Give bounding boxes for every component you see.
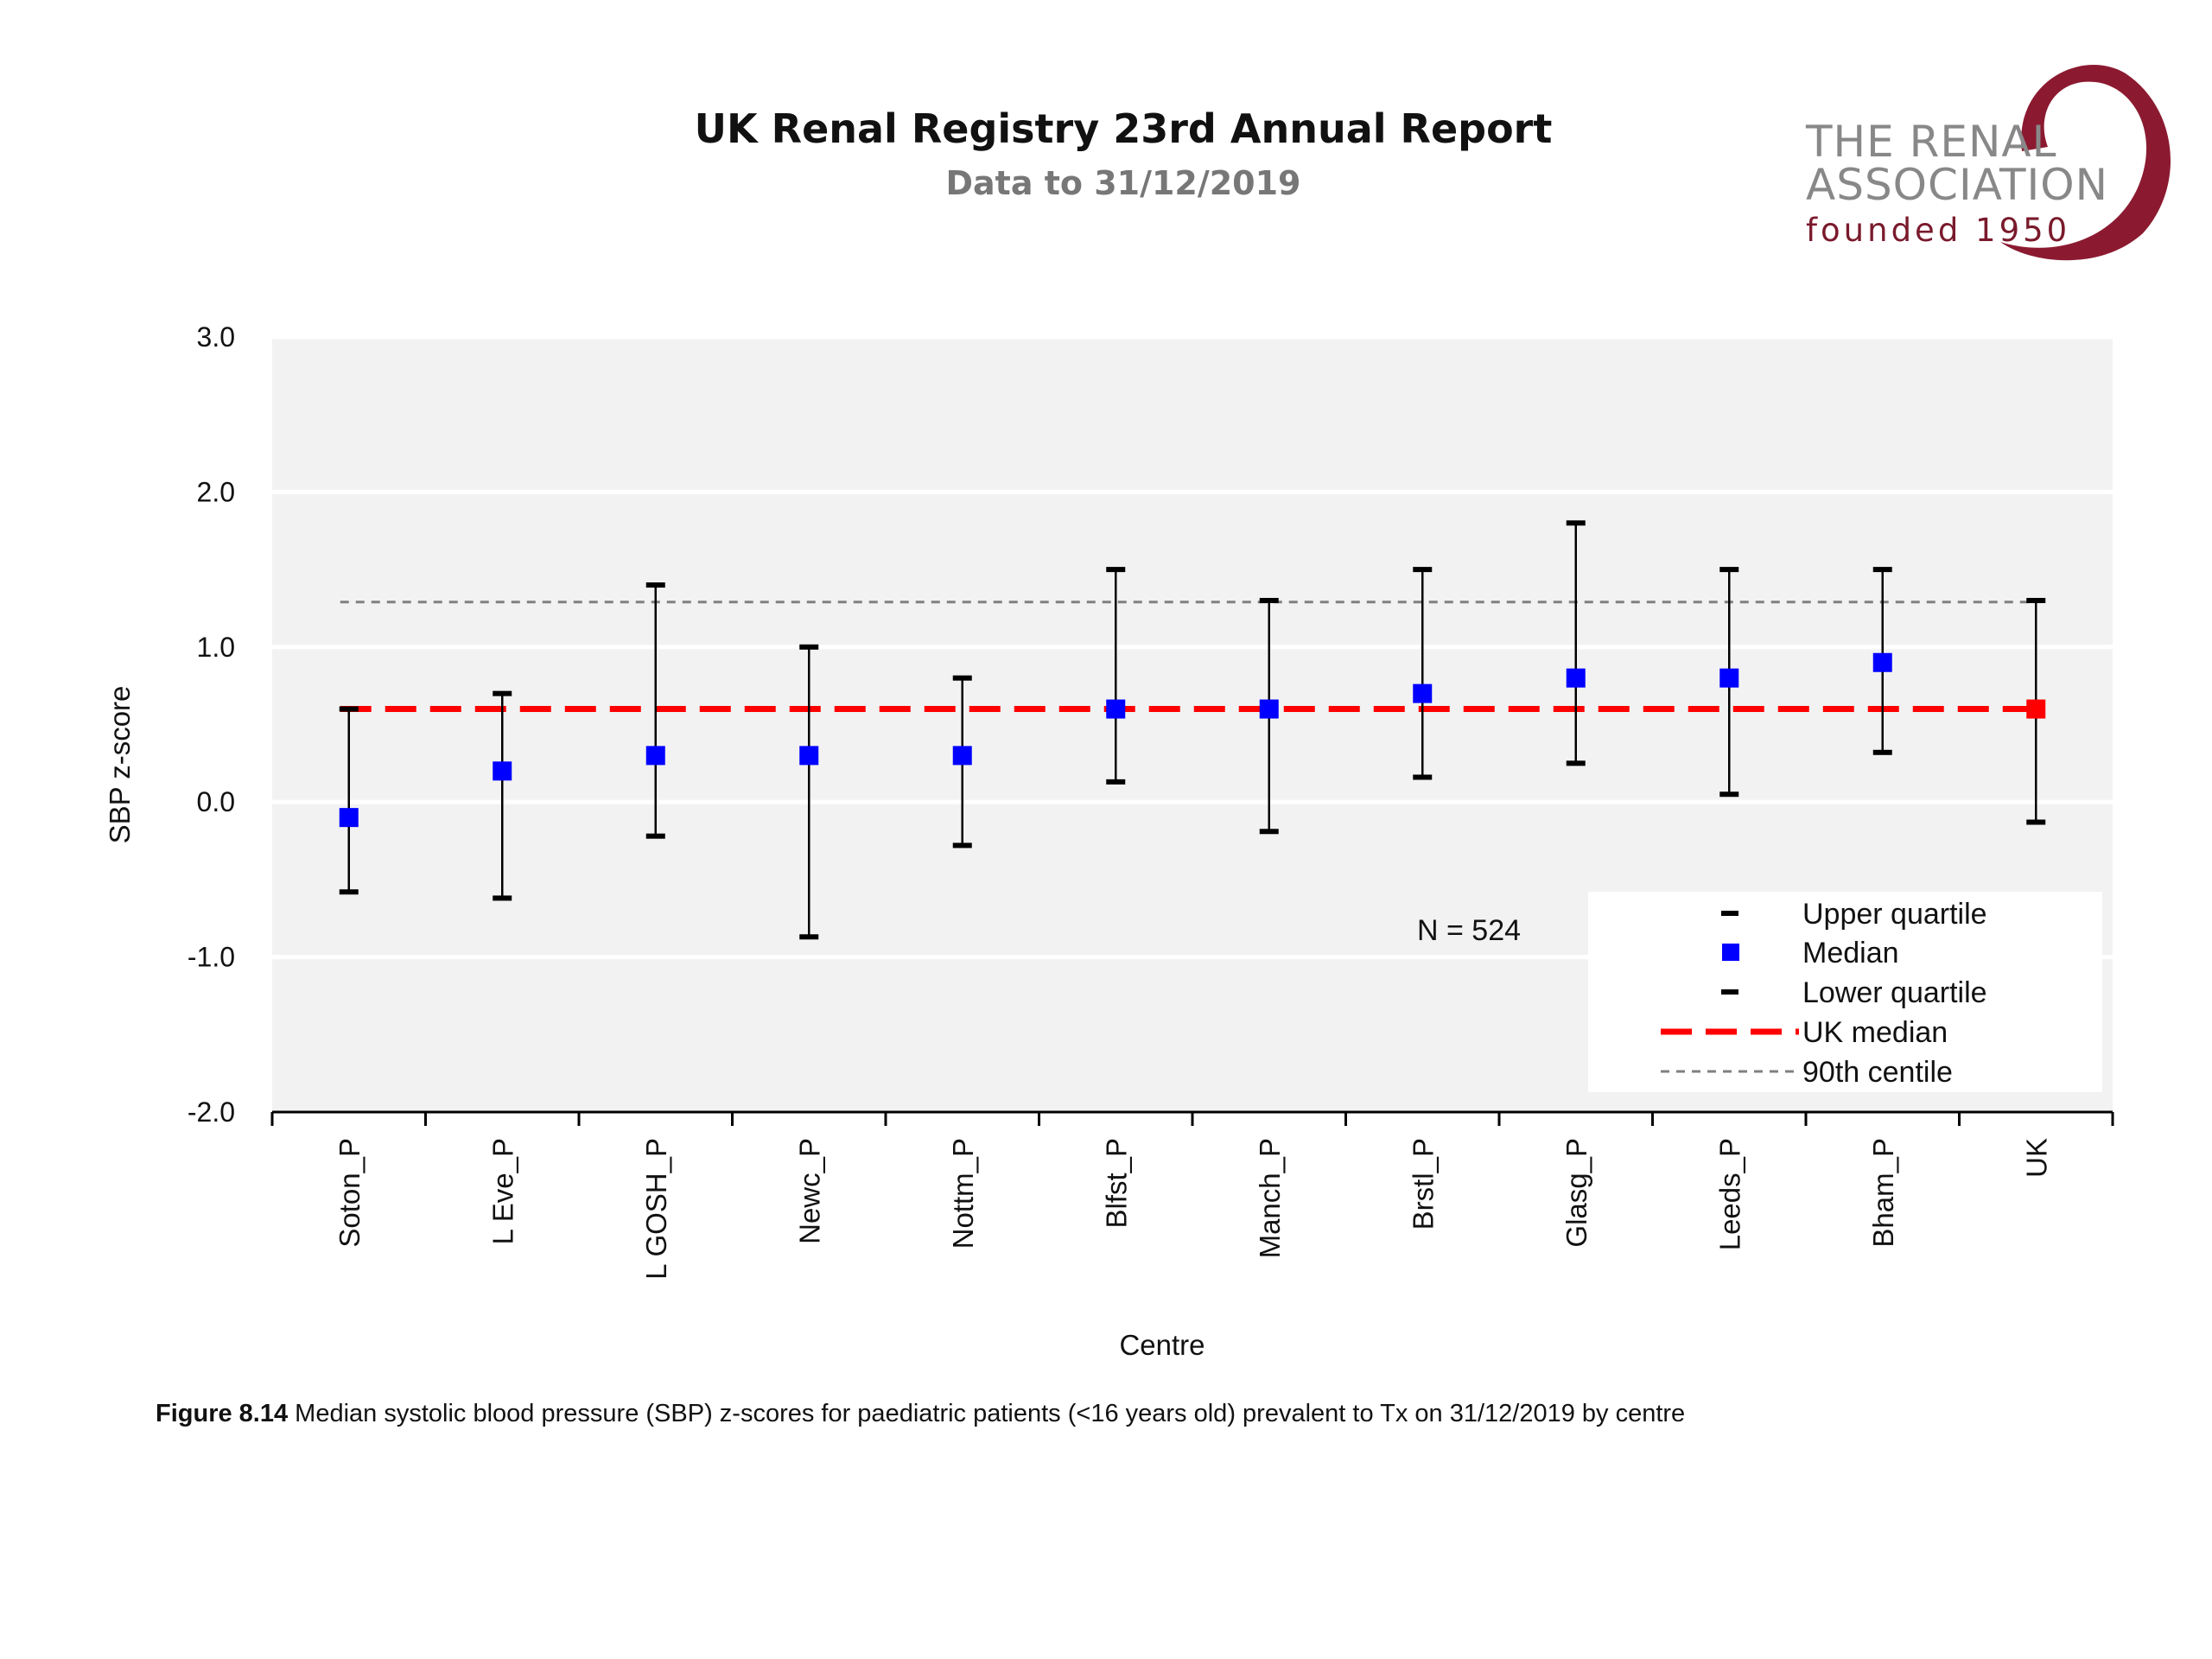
median-marker (799, 746, 819, 766)
lower-quartile-mark (493, 895, 512, 901)
logo-line-3: founded 1950 (1806, 212, 2071, 249)
logo-line-2: ASSOCIATION (1806, 160, 2109, 210)
lower-quartile-mark (1719, 791, 1739, 798)
figure-caption: Figure 8.14 Median systolic blood pressu… (156, 1400, 2143, 1428)
median-marker (1719, 668, 1739, 688)
y-tick-label: 3.0 (197, 321, 235, 353)
lower-quartile-mark (1566, 760, 1586, 766)
median-marker (1872, 652, 1892, 672)
lower-quartile-mark (645, 833, 665, 839)
median-marker (1106, 699, 1126, 719)
y-tick-label: 1.0 (197, 632, 235, 663)
median-markers (339, 652, 2046, 828)
uk-median-marker (2026, 699, 2046, 719)
legend-label: UK median (1802, 1016, 1948, 1049)
y-tick-label: 2.0 (197, 476, 235, 507)
logo-line-1: THE RENAL (1806, 117, 2057, 167)
figure-caption-text: Median systolic blood pressure (SBP) z-s… (288, 1400, 1686, 1427)
legend: Upper quartile Median Lower quartile UK med… (1588, 892, 2102, 1092)
legend-label: Upper quartile (1802, 898, 1987, 931)
upper-quartile-mark (1106, 567, 1126, 573)
x-tick-label: Newc_P (793, 1138, 825, 1244)
upper-quartile-mark (645, 582, 665, 588)
x-tick-label: Nottm_P (947, 1138, 979, 1249)
x-tick-label: Blfst_P (1100, 1138, 1132, 1229)
legend-label: Lower quartile (1802, 976, 1987, 1009)
x-tick-label: UK (2020, 1138, 2052, 1178)
upper-quartile-mark (799, 644, 819, 650)
x-tick-label: Soton_P (334, 1138, 365, 1248)
median-marker (645, 746, 665, 766)
x-tick-labels: Soton_P L Eve_P L GOSH_P Newc_P Nottm_P Blfst… (334, 1138, 2053, 1280)
upper-quartile-mark (2026, 597, 2046, 603)
whiskers (339, 520, 2046, 940)
x-tick-label: Manch_P (1254, 1138, 1286, 1258)
upper-quartile-mark (1259, 597, 1279, 603)
x-tick-label: Leeds_P (1713, 1138, 1745, 1250)
renal-association-logo: THE RENAL ASSOCIATION founded 1950 (1797, 48, 2177, 272)
y-tick-label: -1.0 (188, 942, 235, 973)
lower-quartile-mark (1872, 749, 1892, 755)
y-axis-title: SBP z-score (104, 686, 136, 844)
lower-quartile-mark (1106, 779, 1126, 785)
x-tick-label: Glasg_P (1560, 1138, 1592, 1248)
figure-label: Figure 8.14 (156, 1400, 289, 1427)
legend-median-icon (1722, 944, 1739, 961)
axes (270, 1110, 2114, 1126)
x-tick-label: Bham_P (1867, 1138, 1899, 1248)
report-subtitle: Data to 31/12/2019 (945, 164, 1301, 202)
reference-lines (340, 601, 2037, 713)
lower-quartile-mark (2026, 819, 2046, 825)
y-tick-label: -2.0 (188, 1096, 235, 1128)
legend-label: 90th centile (1802, 1056, 1953, 1089)
upper-quartile-mark (952, 675, 972, 681)
y-tick-label: 0.0 (197, 786, 235, 817)
x-tick-label: L GOSH_P (640, 1138, 672, 1280)
x-axis-title: Centre (1119, 1329, 1205, 1361)
legend-label: Median (1802, 937, 1899, 969)
median-marker (493, 761, 512, 781)
upper-quartile-mark (1566, 520, 1586, 526)
median-marker (952, 746, 972, 766)
lower-quartile-mark (1259, 829, 1279, 835)
upper-quartile-mark (339, 706, 359, 712)
upper-quartile-mark (1719, 567, 1739, 573)
logo-swirl-shape (2000, 65, 2171, 261)
legend-upper-quartile-icon (1721, 911, 1738, 916)
n-annotation: N = 524 (1417, 914, 1521, 947)
x-tick-label: Brstl_P (1407, 1138, 1439, 1230)
page-header: UK Renal Registry 23rd Annual Report Dat… (0, 0, 2212, 261)
upper-quartile-mark (1413, 567, 1433, 573)
lower-quartile-mark (952, 842, 972, 849)
median-marker (1566, 668, 1586, 688)
upper-quartile-mark (493, 690, 512, 696)
lower-quartile-mark (1413, 774, 1433, 780)
x-tick-label: L Eve_P (486, 1138, 518, 1245)
median-marker (1259, 699, 1279, 719)
median-marker (339, 808, 359, 828)
legend-lower-quartile-icon (1721, 989, 1738, 995)
logo-swirl-icon (2000, 65, 2171, 261)
report-title: UK Renal Registry 23rd Annual Report (694, 105, 1553, 152)
y-tick-labels: 3.0 2.0 1.0 0.0 -1.0 -2.0 (188, 321, 235, 1128)
median-marker (1413, 683, 1433, 703)
lower-quartile-mark (339, 889, 359, 895)
lower-quartile-mark (799, 934, 819, 940)
legend-box (1588, 892, 2102, 1092)
upper-quartile-mark (1872, 567, 1892, 573)
